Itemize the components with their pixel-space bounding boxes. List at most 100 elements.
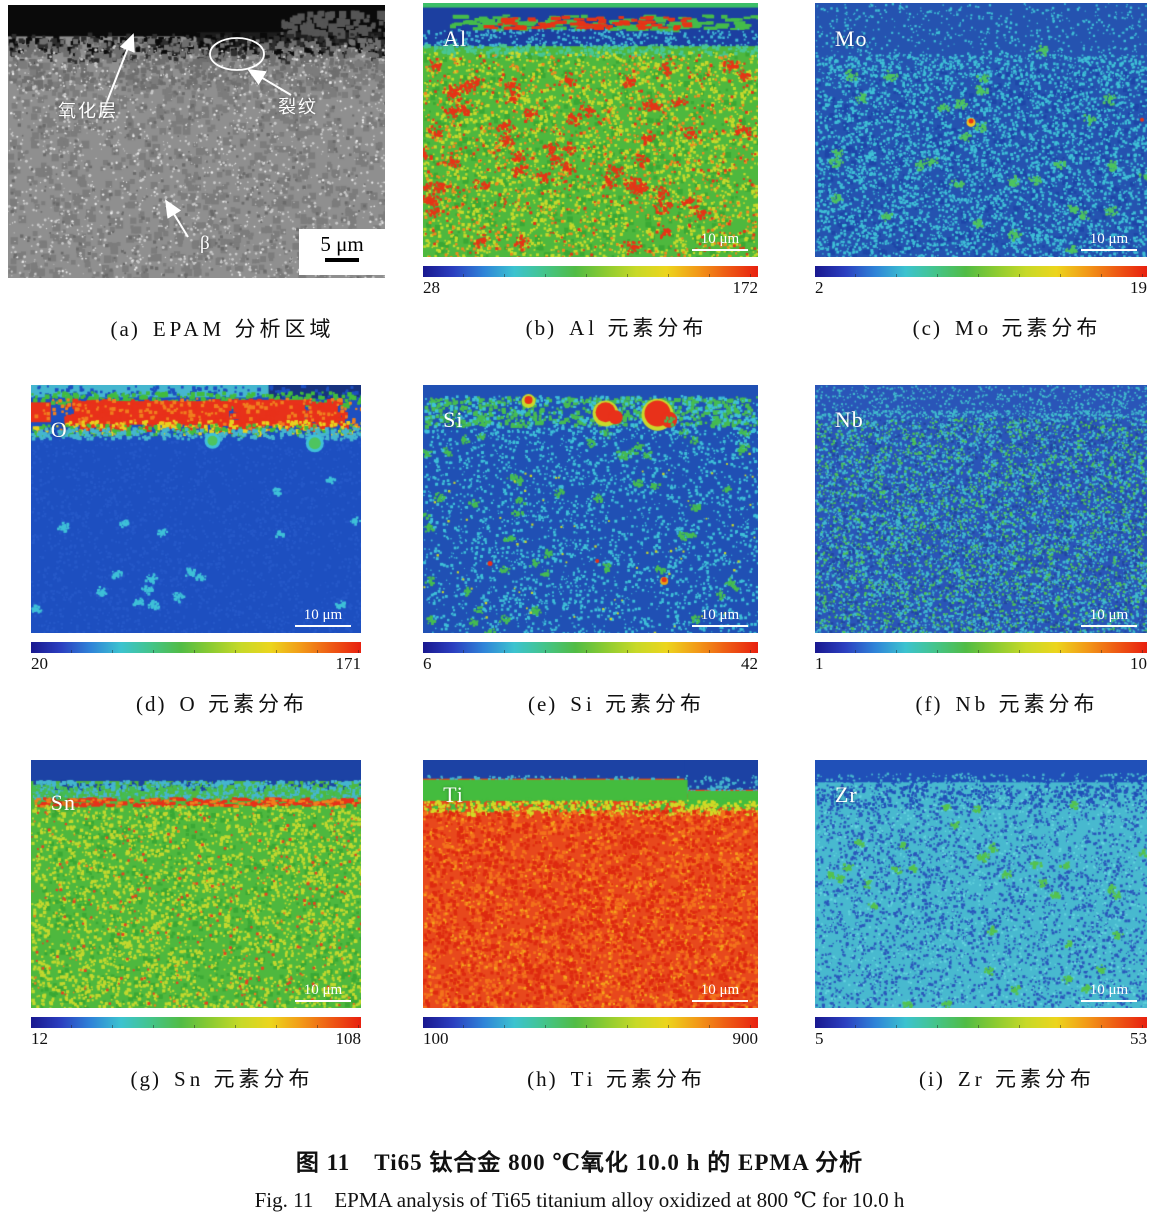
- crack-ellipse: [209, 37, 265, 71]
- si-map: Si 10 μm: [423, 385, 758, 633]
- o-colorbar-ticks: [31, 650, 361, 653]
- mo-colorbar-ticks: [815, 274, 1147, 277]
- nb-colorbar-min: 1: [815, 654, 824, 673]
- o-scale-bar-text: 10 μm: [303, 607, 343, 623]
- panel-b-caption-text: Al 元素分布: [569, 316, 708, 340]
- panel-h-ti: Ti 10 μm 100 900 (h) Ti 元素分布: [423, 760, 758, 1093]
- o-colorbar-max: 171: [335, 654, 362, 673]
- panel-c-mo: Mo 10 μm 2 19 (c) Mo 元素分布: [815, 3, 1147, 342]
- mo-colorbar-max: 19: [1130, 278, 1147, 297]
- al-colorbar-ticks: [423, 274, 758, 277]
- beta-arrow: [164, 199, 189, 238]
- sem-annotation-overlay: [100, 33, 292, 238]
- zr-map: Zr 10 μm: [815, 760, 1147, 1008]
- panel-h-index: (h): [527, 1067, 558, 1091]
- sn-colorbar-ticks: [31, 1025, 361, 1028]
- panel-c-caption-text: Mo 元素分布: [954, 316, 1102, 340]
- scale-bar-5um-text: 5 μm: [320, 232, 364, 256]
- sn-colorbar: [31, 1017, 361, 1028]
- ti-scale-bar: 10 μm: [692, 982, 748, 1002]
- zr-colorbar: [815, 1017, 1147, 1028]
- sn-map-canvas: [31, 760, 361, 1008]
- sn-map: Sn 10 μm: [31, 760, 361, 1008]
- mo-scale-bar-line: [1081, 249, 1137, 251]
- si-colorbar: [423, 642, 758, 653]
- sn-colorbar-min: 12: [31, 1029, 48, 1048]
- al-colorbar-max: 172: [732, 278, 759, 297]
- panel-f-caption-text: Nb 元素分布: [955, 692, 1099, 716]
- si-map-canvas: [423, 385, 758, 633]
- o-scale-bar-line: [295, 625, 351, 627]
- zr-scale-bar: 10 μm: [1081, 982, 1137, 1002]
- si-element-label: Si: [443, 407, 464, 433]
- crack-arrow: [247, 68, 292, 96]
- o-map: O 10 μm: [31, 385, 361, 633]
- nb-map-canvas: [815, 385, 1147, 633]
- al-map: Al 10 μm: [423, 3, 758, 257]
- panel-h-caption: (h) Ti 元素分布: [449, 1063, 784, 1093]
- zr-colorbar-max: 53: [1130, 1029, 1147, 1048]
- panel-f-caption: (f) Nb 元素分布: [841, 688, 1159, 718]
- sn-colorbar-max: 108: [335, 1029, 362, 1048]
- ti-element-label: Ti: [443, 782, 464, 808]
- figure-caption-chinese: 图 11 Ti65 钛合金 800 ℃氧化 10.0 h 的 EPMA 分析: [295, 1150, 864, 1175]
- scale-bar-5um-line: [325, 258, 359, 262]
- si-colorbar-max: 42: [741, 654, 758, 673]
- al-element-label: Al: [443, 25, 468, 51]
- panel-e-caption: (e) Si 元素分布: [449, 688, 784, 718]
- oxide-layer-arrow: [100, 33, 135, 118]
- sem-image: 氧化层 裂纹 β 5 μm: [8, 5, 385, 278]
- si-scale-bar-text: 10 μm: [700, 607, 740, 623]
- sn-colorbar-labels: 12 108: [31, 1029, 361, 1049]
- oxide-layer-label: 氧化层: [58, 101, 118, 121]
- zr-colorbar-labels: 5 53: [815, 1029, 1147, 1049]
- o-colorbar-labels: 20 171: [31, 654, 361, 674]
- panel-i-caption-text: Zr 元素分布: [957, 1067, 1095, 1091]
- al-map-canvas: [423, 3, 758, 257]
- nb-colorbar: [815, 642, 1147, 653]
- panel-g-caption: (g) Sn 元素分布: [57, 1063, 387, 1093]
- panel-i-caption: (i) Zr 元素分布: [841, 1063, 1159, 1093]
- sn-scale-bar-text: 10 μm: [303, 982, 343, 998]
- figure-caption-english: Fig. 11 EPMA analysis of Ti65 titanium a…: [254, 1188, 905, 1212]
- mo-map: Mo 10 μm: [815, 3, 1147, 257]
- nb-map: Nb 10 μm: [815, 385, 1147, 633]
- al-colorbar-min: 28: [423, 278, 440, 297]
- panel-b-al: Al 10 μm 28 172 (b) Al 元素分布: [423, 3, 758, 342]
- panel-g-caption-text: Sn 元素分布: [174, 1067, 314, 1091]
- panel-e-caption-text: Si 元素分布: [570, 692, 706, 716]
- zr-colorbar-min: 5: [815, 1029, 824, 1048]
- zr-scale-bar-text: 10 μm: [1089, 982, 1129, 998]
- si-scale-bar: 10 μm: [692, 607, 748, 627]
- panel-a-index: (a): [110, 317, 140, 341]
- beta-label: β: [200, 233, 212, 254]
- panel-d-o: O 10 μm 20 171 (d) O 元素分布: [31, 385, 361, 718]
- panel-c-caption: (c) Mo 元素分布: [841, 312, 1159, 342]
- ti-colorbar-max: 900: [732, 1029, 759, 1048]
- panel-i-index: (i): [919, 1067, 945, 1091]
- al-scale-bar-text: 10 μm: [700, 231, 740, 247]
- nb-scale-bar-text: 10 μm: [1089, 607, 1129, 623]
- sn-scale-bar: 10 μm: [295, 982, 351, 1002]
- nb-colorbar-max: 10: [1130, 654, 1147, 673]
- ti-colorbar: [423, 1017, 758, 1028]
- zr-element-label: Zr: [834, 782, 858, 808]
- panel-e-index: (e): [527, 692, 558, 716]
- panel-f-nb: Nb 10 μm 1 10 (f) Nb 元素分布: [815, 385, 1147, 718]
- panel-h-caption-text: Ti 元素分布: [570, 1067, 706, 1091]
- panel-a-caption: (a) EPAM 分析区域: [34, 313, 411, 343]
- mo-colorbar-labels: 2 19: [815, 278, 1147, 298]
- mo-scale-bar-text: 10 μm: [1089, 231, 1129, 247]
- o-colorbar-min: 20: [31, 654, 48, 673]
- al-colorbar: [423, 266, 758, 277]
- panel-i-zr: Zr 10 μm 5 53 (i) Zr 元素分布: [815, 760, 1147, 1093]
- nb-scale-bar: 10 μm: [1081, 607, 1137, 627]
- si-colorbar-labels: 6 42: [423, 654, 758, 674]
- mo-scale-bar: 10 μm: [1081, 231, 1137, 251]
- al-colorbar-labels: 28 172: [423, 278, 758, 298]
- panel-g-index: (g): [130, 1067, 162, 1091]
- panel-d-caption: (d) O 元素分布: [57, 688, 387, 718]
- panel-c-index: (c): [912, 316, 942, 340]
- panel-e-si: Si 10 μm 6 42 (e) Si 元素分布: [423, 385, 758, 718]
- zr-colorbar-ticks: [815, 1025, 1147, 1028]
